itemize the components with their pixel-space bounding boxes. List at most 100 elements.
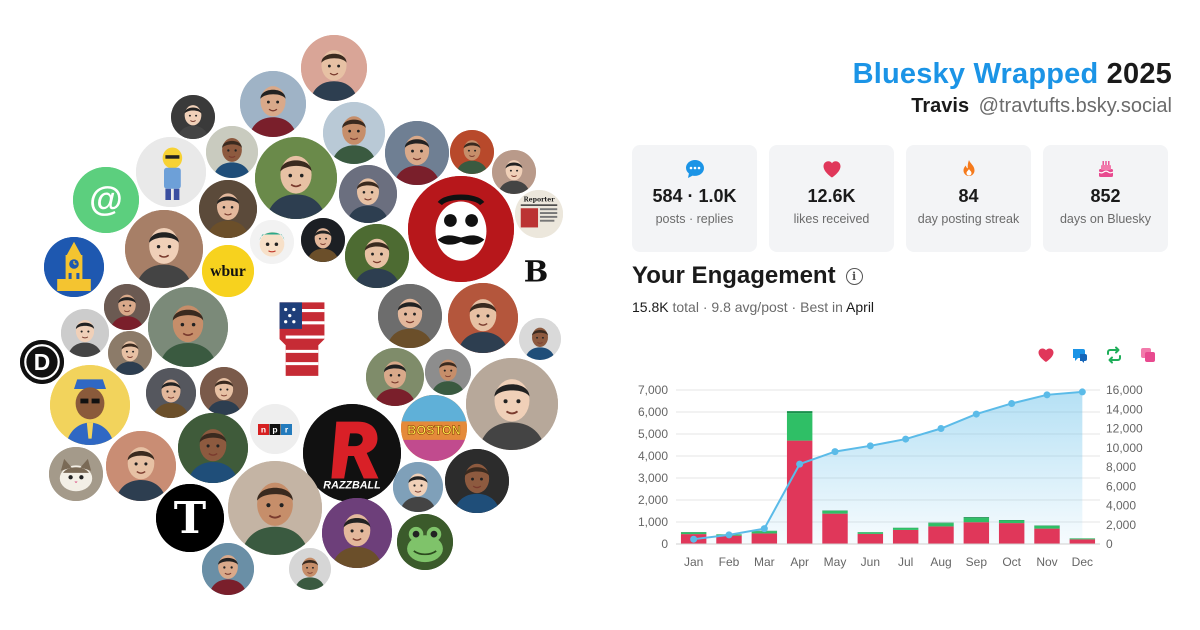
- avatar-woman-selfie[interactable]: [466, 358, 558, 450]
- cumulative-point: [937, 425, 945, 432]
- avatar-nyt-logo[interactable]: T: [156, 484, 224, 552]
- avatar-cat[interactable]: [49, 447, 103, 501]
- avatar-suit-man[interactable]: [519, 318, 561, 360]
- avatar-glasses-man[interactable]: [206, 126, 258, 178]
- avatar-newspaper[interactable]: Reporter: [515, 190, 563, 238]
- svg-text:wbur: wbur: [210, 263, 246, 280]
- avatar-man-headshot[interactable]: [445, 449, 509, 513]
- avatar-outdoor-person[interactable]: [393, 462, 443, 512]
- bar-likes: [963, 522, 990, 544]
- y-tick-label-left: 5,000: [638, 427, 668, 441]
- avatar-dark-photo[interactable]: [171, 95, 215, 139]
- avatar-d-logo[interactable]: D: [20, 340, 64, 384]
- svg-text:p: p: [272, 425, 277, 435]
- avatar-woman-red-jacket[interactable]: [339, 165, 397, 223]
- x-tick-label: Mar: [754, 555, 775, 569]
- avatar-headphones-man[interactable]: [146, 368, 196, 418]
- stat-card-days: 852 days on Bluesky: [1043, 145, 1168, 252]
- stat-card-streak: 84 day posting streak: [906, 145, 1031, 252]
- avatar-young-woman[interactable]: [125, 210, 203, 288]
- avatar-man-outdoors[interactable]: [202, 543, 254, 595]
- avatar-big-man[interactable]: [178, 413, 248, 483]
- bar-reposts: [963, 517, 990, 519]
- avatar-at-sign-logo[interactable]: @: [73, 167, 139, 233]
- avatar-crowd[interactable]: [108, 331, 152, 375]
- cumulative-point: [866, 442, 874, 450]
- reply-icon[interactable]: [1071, 346, 1089, 364]
- stat-card-posts: 584 · 1.0K posts · replies: [632, 145, 757, 252]
- avatar-national-bohemian-logo[interactable]: [408, 176, 514, 282]
- avatar-woman-smile-2[interactable]: [200, 367, 248, 415]
- avatar-wbur-logo[interactable]: wbur: [202, 245, 254, 297]
- y-tick-label-right: 2,000: [1106, 518, 1136, 532]
- avatar-boston-logo[interactable]: B: [514, 249, 558, 293]
- avatar-clock-tower-logo[interactable]: [44, 237, 104, 297]
- svg-text:@: @: [89, 181, 122, 219]
- avatar-dark-object[interactable]: [301, 218, 345, 262]
- avatar-frog[interactable]: [397, 514, 453, 570]
- wrapped-panel: Bluesky Wrapped 2025 Travis @travtufts.b…: [632, 0, 1172, 630]
- quote-icon[interactable]: [1139, 346, 1157, 364]
- svg-text:r: r: [285, 425, 289, 435]
- bar-replies: [751, 531, 778, 534]
- avatar-thick-glasses-man[interactable]: [106, 431, 176, 501]
- avatar-cartoon-face[interactable]: [250, 220, 294, 264]
- repost-icon[interactable]: [1105, 346, 1123, 364]
- stat-label: likes received: [793, 212, 870, 226]
- bar-likes: [716, 535, 742, 544]
- chart-legend: [1037, 346, 1157, 364]
- bar-reposts: [786, 411, 813, 414]
- y-tick-label-left: 2,000: [638, 493, 668, 507]
- x-tick-label: Feb: [719, 555, 740, 569]
- avatar-sunglasses-man[interactable]: [148, 287, 228, 367]
- avatar-bearded-man[interactable]: [448, 283, 518, 353]
- user-name: Travis: [911, 95, 970, 117]
- avatar-purple-glasses-man[interactable]: [322, 498, 392, 568]
- stat-label: posts · replies: [655, 212, 734, 226]
- y-tick-label-right: 16,000: [1106, 383, 1143, 397]
- x-tick-label: Sep: [966, 555, 988, 569]
- bar-likes: [751, 533, 778, 544]
- avatar-cartoon-character[interactable]: [136, 137, 206, 207]
- bar-likes: [892, 529, 919, 544]
- avatar-man-smiling[interactable]: [425, 349, 471, 395]
- avatar-man-glasses-2[interactable]: [61, 309, 109, 357]
- cumulative-point: [796, 460, 804, 468]
- avatar-building[interactable]: [104, 284, 150, 330]
- avatar-raised-fist-flag[interactable]: [251, 282, 353, 384]
- flame-icon: [906, 158, 1031, 180]
- avatar-boston-mural[interactable]: BOSTON: [401, 395, 467, 461]
- svg-text:Reporter: Reporter: [523, 197, 555, 204]
- engagement-heading: Your Engagement i: [632, 262, 863, 290]
- avatar-bald-man[interactable]: [378, 284, 442, 348]
- stat-label: day posting streak: [917, 212, 1020, 226]
- avatar-blonde-woman[interactable]: [323, 102, 385, 164]
- avatar-cyclist[interactable]: [255, 137, 337, 219]
- avatar-upside-down-person[interactable]: [301, 35, 367, 101]
- heart-icon[interactable]: [1037, 346, 1055, 364]
- avatar-door-photo[interactable]: [199, 180, 257, 238]
- cumulative-point: [1078, 388, 1086, 396]
- y-tick-label-right: 14,000: [1106, 402, 1143, 416]
- avatar-smiling-woman[interactable]: [366, 348, 424, 406]
- info-icon[interactable]: i: [845, 267, 863, 285]
- header: Bluesky Wrapped 2025 Travis @travtufts.b…: [853, 58, 1172, 118]
- avatar-woman-portrait[interactable]: [492, 150, 536, 194]
- avatar-plant[interactable]: [345, 224, 409, 288]
- cake-icon: [1043, 158, 1168, 180]
- avatar-statue[interactable]: [385, 121, 449, 185]
- avatar-red-shirt-person[interactable]: [240, 71, 306, 137]
- avatar-razzball-logo[interactable]: RAZZBALL: [303, 404, 401, 502]
- bar-replies: [1034, 525, 1060, 529]
- y-tick-label-right: 4,000: [1106, 499, 1136, 513]
- cumulative-point: [760, 525, 768, 533]
- avatar-cartoon-man[interactable]: [50, 365, 130, 445]
- engagement-best-month: April: [846, 299, 875, 315]
- avatar-young-woman-2[interactable]: [228, 461, 322, 555]
- avatar-autumn-tree[interactable]: [450, 130, 494, 174]
- bar-replies: [963, 518, 990, 523]
- page-title: Bluesky Wrapped 2025: [853, 58, 1172, 91]
- x-tick-label: Aug: [930, 555, 951, 569]
- avatar-man-suit-2[interactable]: [289, 548, 331, 590]
